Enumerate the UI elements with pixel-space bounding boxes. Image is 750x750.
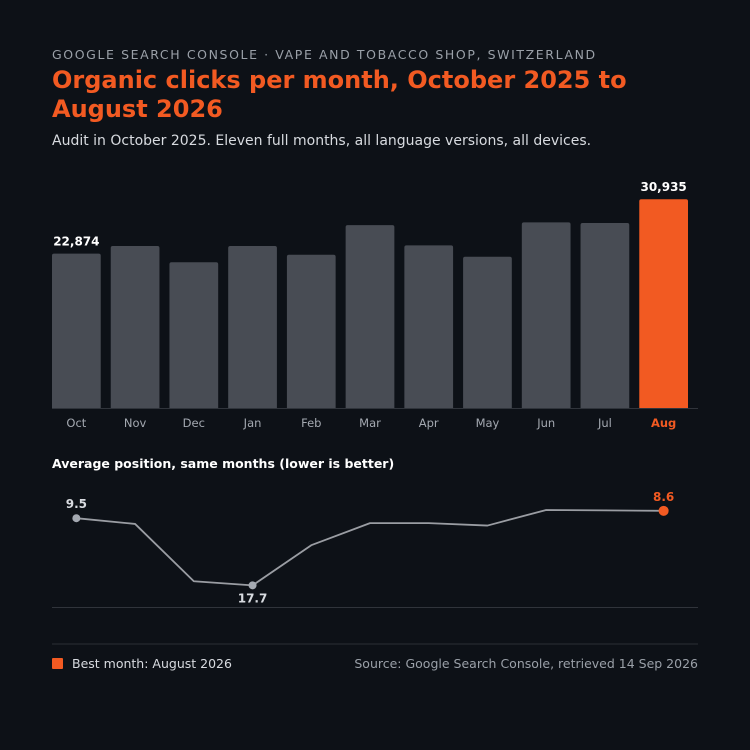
line-value-label: 8.6 bbox=[653, 490, 674, 504]
x-tick-label: Jun bbox=[536, 416, 555, 430]
legend-swatch bbox=[52, 658, 63, 669]
bar-mar bbox=[345, 225, 395, 408]
line-value-label: 9.5 bbox=[66, 497, 87, 511]
line-chart-title: Average position, same months (lower is … bbox=[52, 456, 394, 471]
chart-subtitle: Audit in October 2025. Eleven full month… bbox=[52, 133, 592, 149]
bar-value-label: 30,935 bbox=[640, 180, 686, 194]
bar-jun bbox=[521, 222, 571, 408]
bar-oct bbox=[52, 253, 101, 408]
legend: Best month: August 2026 bbox=[52, 656, 232, 671]
x-tick-label: Oct bbox=[66, 416, 86, 430]
bar-jan bbox=[228, 246, 277, 408]
x-tick-label: Feb bbox=[301, 416, 321, 430]
bar-nov bbox=[110, 246, 160, 408]
x-tick-label: Mar bbox=[359, 416, 381, 430]
bar-jul bbox=[580, 223, 630, 408]
bar-aug bbox=[639, 199, 688, 408]
x-tick-label: Apr bbox=[419, 416, 439, 430]
bar-may bbox=[463, 256, 512, 408]
x-tick-label: May bbox=[476, 416, 500, 430]
line-chart: 9.5 17.7 8.6 bbox=[52, 490, 698, 608]
x-tick-label: Jan bbox=[243, 416, 262, 430]
bar-feb bbox=[286, 254, 336, 408]
source-note: Source: Google Search Console, retrieved… bbox=[354, 656, 698, 671]
chart-title: Organic clicks per month, October 2025 t… bbox=[52, 66, 627, 123]
bar-apr bbox=[404, 245, 454, 408]
bar-chart: Oct 22,874 Nov Dec Jan Feb Mar Apr May Jun Jul Aug 3… bbox=[52, 180, 698, 430]
line-point bbox=[658, 505, 669, 516]
x-tick-label: Dec bbox=[183, 416, 205, 430]
line-point bbox=[72, 514, 81, 523]
x-tick-label: Nov bbox=[124, 416, 147, 430]
bar-value-label: 22,874 bbox=[53, 235, 99, 249]
x-tick-label: Jul bbox=[597, 416, 612, 430]
line-value-label: 17.7 bbox=[238, 591, 268, 605]
chart-eyebrow: GOOGLE SEARCH CONSOLE · VAPE AND TOBACCO… bbox=[52, 47, 597, 62]
line-point bbox=[248, 581, 257, 590]
x-tick-label: Aug bbox=[651, 416, 676, 430]
bar-dec bbox=[169, 262, 219, 408]
legend-label: Best month: August 2026 bbox=[72, 656, 232, 671]
position-line bbox=[76, 509, 664, 587]
